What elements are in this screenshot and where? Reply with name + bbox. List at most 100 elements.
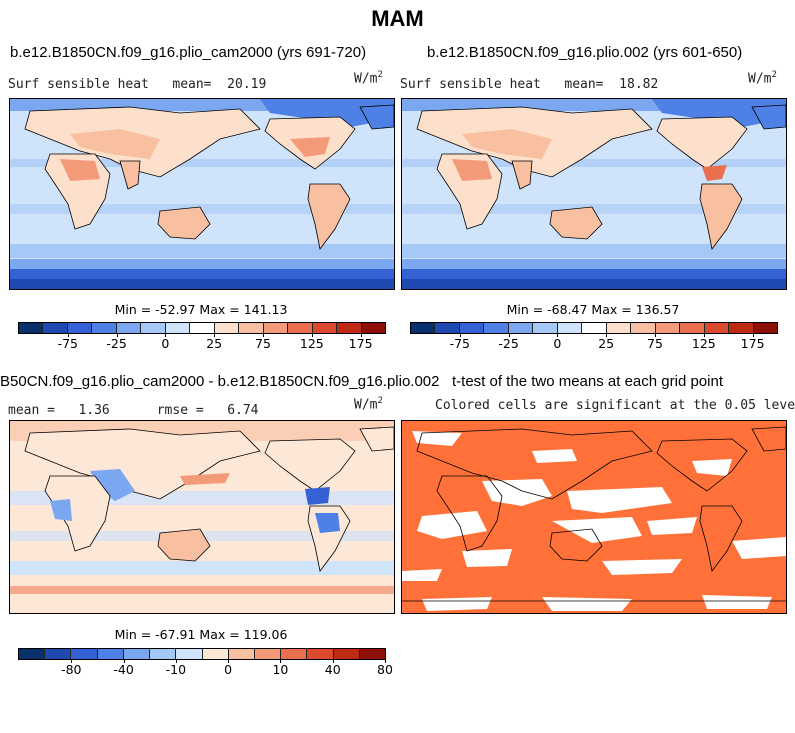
colorbar-tick-mark xyxy=(67,333,69,337)
colorbar-tick-mark xyxy=(311,333,313,337)
colorbar-swatch xyxy=(71,649,98,659)
colorbar-swatch xyxy=(165,323,191,333)
colorbar-swatch xyxy=(704,323,730,333)
colorbar-swatch xyxy=(655,323,681,333)
colorbar-swatch xyxy=(411,323,436,333)
colorbar-swatch xyxy=(508,323,534,333)
colorbar-swatch xyxy=(307,649,334,659)
colorbar-swatch xyxy=(359,649,386,659)
colorbar-swatch xyxy=(263,323,289,333)
colorbar-tick-label: -80 xyxy=(61,662,82,677)
colorbar-swatch xyxy=(150,649,177,659)
colorbar-tick-label: -75 xyxy=(449,336,471,351)
rmse-value: 6.74 xyxy=(227,403,259,418)
colorbar-swatch xyxy=(582,323,607,333)
colorbar-swatch xyxy=(97,649,124,659)
colorbar-tick-label: 75 xyxy=(647,336,663,351)
colorbar-tick-mark xyxy=(557,333,559,337)
colorbar-tick-mark xyxy=(165,333,167,337)
minmax-bottom-left: Min = -67.91 Max = 119.06 xyxy=(114,627,288,642)
colorbar-tick-label: -25 xyxy=(498,336,519,351)
variable-name: Surf sensible heat xyxy=(400,77,541,92)
colorbar-swatch xyxy=(116,323,142,333)
colorbar-tick-label: -10 xyxy=(165,662,187,677)
colorbar-swatch xyxy=(123,649,151,659)
colorbar-tick-label: 10 xyxy=(272,662,289,677)
colorbar-top-left xyxy=(18,322,386,334)
case-title-bottom-left: B50CN.f09_g16.plio_cam2000 - b.e12.B1850… xyxy=(0,373,440,390)
colorbar-tick-label: 125 xyxy=(299,336,324,351)
map-bottom-right xyxy=(401,420,787,614)
mean-label: mean= xyxy=(172,77,212,92)
colorbar-swatch xyxy=(45,649,72,659)
colorbar-tick-mark xyxy=(385,659,386,663)
colorbar-tick-label: 0 xyxy=(224,662,233,677)
colorbar-swatch xyxy=(606,323,632,333)
colorbar-swatch xyxy=(459,323,485,333)
colorbar-tick-label: 175 xyxy=(348,336,373,351)
colorbar-swatch xyxy=(202,649,229,659)
colorbar-tick-label: 25 xyxy=(206,336,223,351)
colorbar-swatch xyxy=(680,323,705,333)
colorbar-tick-mark xyxy=(752,333,754,337)
colorbar-bottom-left xyxy=(18,648,386,660)
map-top-left-svg xyxy=(10,99,394,289)
colorbar-tick-label: -25 xyxy=(106,336,127,351)
colorbar-tick-label: -75 xyxy=(57,336,79,351)
map-top-left xyxy=(9,98,395,290)
colorbar-tick-label: 0 xyxy=(553,336,562,351)
colorbar-swatch xyxy=(92,323,117,333)
colorbar-swatch xyxy=(288,323,313,333)
colorbar-top-right xyxy=(410,322,778,334)
colorbar-swatch xyxy=(753,323,778,333)
colorbar-swatch xyxy=(239,323,264,333)
variable-label-top-right: Surf sensible heat mean= 18.82 xyxy=(400,77,658,92)
colorbar-tick-mark xyxy=(703,333,705,337)
colorbar-tick-label: -40 xyxy=(113,662,134,677)
colorbar-tick-label: 25 xyxy=(598,336,615,351)
colorbar-tick-mark xyxy=(280,659,282,663)
colorbar-tick-mark xyxy=(508,333,510,337)
colorbar-tick-mark xyxy=(116,333,118,337)
mean-value: 20.19 xyxy=(227,77,267,92)
ttest-title: t-test of the two means at each grid poi… xyxy=(452,373,723,390)
colorbar-tick-mark xyxy=(228,659,230,663)
map-top-right xyxy=(401,98,787,290)
colorbar-tick-label: 125 xyxy=(691,336,716,351)
case-title-top-left: b.e12.B1850CN.f09_g16.plio_cam2000 (yrs … xyxy=(10,44,367,61)
rmse-label: rmse = xyxy=(156,403,204,418)
colorbar-tick-mark xyxy=(655,333,656,337)
colorbar-tick-label: 75 xyxy=(255,336,271,351)
colorbar-tick-mark xyxy=(71,659,73,663)
colorbar-tick-mark xyxy=(263,333,264,337)
mean-value: 18.82 xyxy=(619,77,659,92)
colorbar-swatch xyxy=(312,323,338,333)
colorbar-swatch xyxy=(228,649,255,659)
colorbar-tick-label: 80 xyxy=(377,662,393,677)
colorbar-tick-label: 175 xyxy=(740,336,765,351)
colorbar-swatch xyxy=(333,649,360,659)
colorbar-tick-mark xyxy=(332,659,334,663)
colorbar-swatch xyxy=(190,323,215,333)
colorbar-swatch xyxy=(435,323,460,333)
colorbar-swatch xyxy=(19,649,46,659)
map-top-right-svg xyxy=(402,99,786,289)
colorbar-swatch xyxy=(631,323,656,333)
colorbar-tick-mark xyxy=(214,333,216,337)
significance-map-svg xyxy=(402,421,786,613)
units-top-left: W/m2 xyxy=(354,70,383,87)
colorbar-tick-label: 40 xyxy=(324,662,341,677)
colorbar-swatch xyxy=(557,323,583,333)
colorbar-swatch xyxy=(254,649,282,659)
colorbar-swatch xyxy=(281,649,308,659)
colorbar-tick-mark xyxy=(175,659,177,663)
colorbar-swatch xyxy=(337,323,362,333)
colorbar-tick-label: 0 xyxy=(161,336,170,351)
colorbar-swatch xyxy=(19,323,44,333)
mean-label: mean= xyxy=(564,77,604,92)
colorbar-swatch xyxy=(214,323,240,333)
colorbar-swatch xyxy=(729,323,754,333)
minmax-top-left: Min = -52.97 Max = 141.13 xyxy=(114,302,288,317)
units-top-right: W/m2 xyxy=(748,70,777,87)
colorbar-swatch xyxy=(141,323,166,333)
